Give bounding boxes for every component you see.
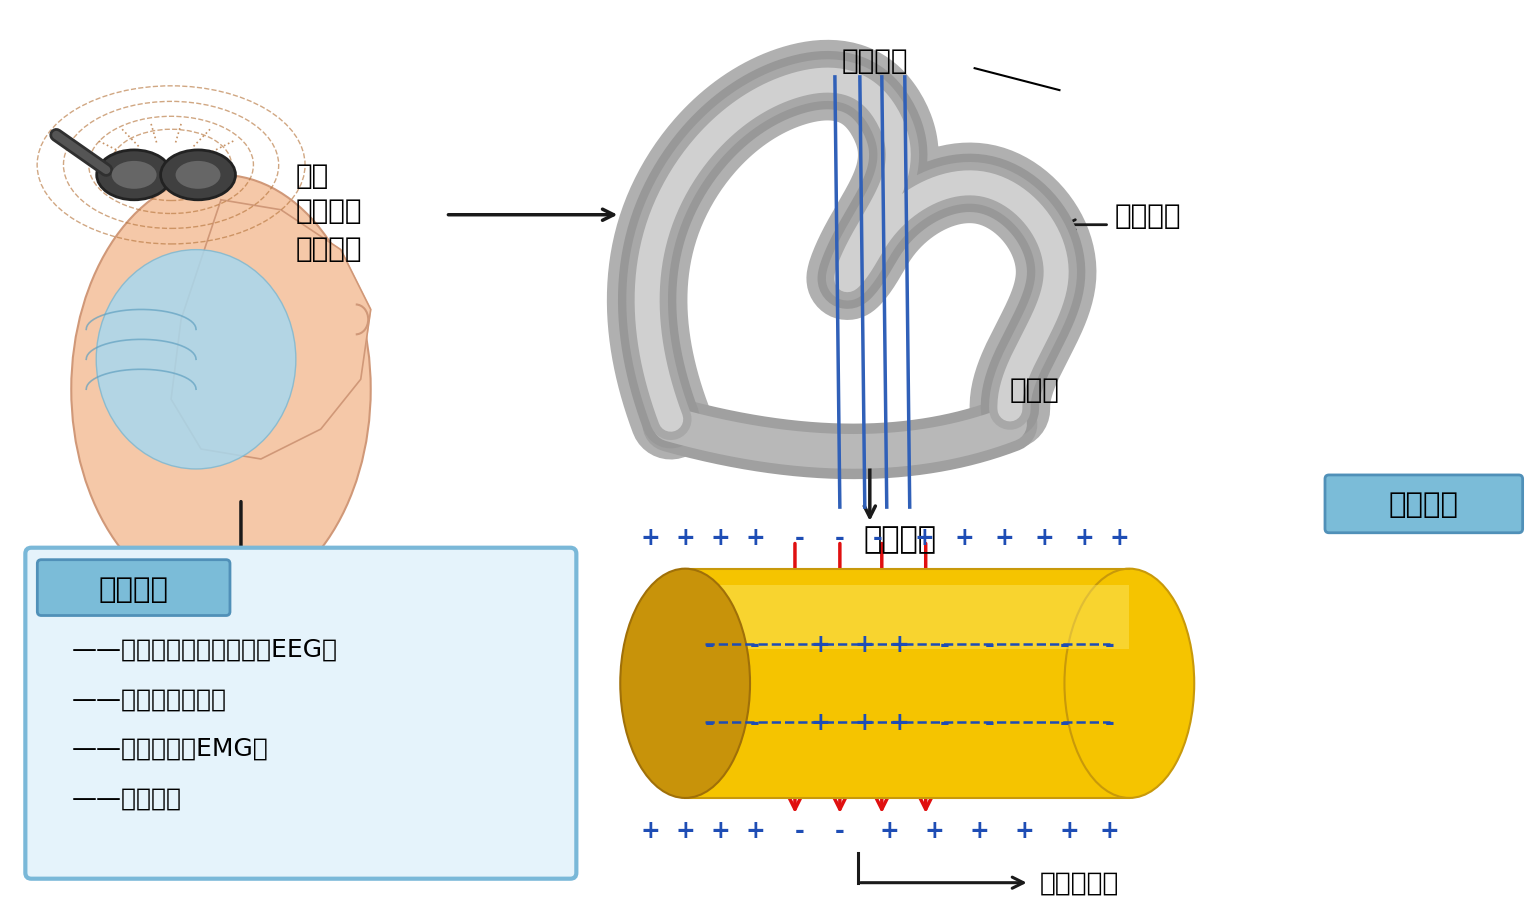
Text: -: - <box>751 711 760 734</box>
Polygon shape <box>196 579 230 619</box>
FancyBboxPatch shape <box>37 560 230 616</box>
Text: +: + <box>955 525 975 549</box>
Text: 宏观反应: 宏观反应 <box>98 575 169 603</box>
Bar <box>685 585 1130 650</box>
Text: +: + <box>924 818 944 842</box>
Text: +: + <box>640 818 660 842</box>
Text: +: + <box>675 525 695 549</box>
Polygon shape <box>170 200 371 459</box>
Text: +: + <box>890 632 910 657</box>
Text: +: + <box>744 818 764 842</box>
Text: -: - <box>985 711 995 734</box>
Text: -: - <box>705 632 715 657</box>
Text: ——血流及代谢改变: ——血流及代谢改变 <box>71 687 226 711</box>
Text: +: + <box>855 711 875 734</box>
Text: +: + <box>640 525 660 549</box>
Ellipse shape <box>112 162 157 189</box>
Ellipse shape <box>620 569 751 798</box>
Text: 感应电流: 感应电流 <box>1114 201 1180 230</box>
Text: +: + <box>711 525 731 549</box>
Text: -: - <box>939 711 950 734</box>
Text: +: + <box>855 632 875 657</box>
Text: +: + <box>1110 525 1130 549</box>
Text: 局部去极化: 局部去极化 <box>1039 870 1119 896</box>
Text: +: + <box>1035 525 1055 549</box>
Ellipse shape <box>71 176 371 604</box>
Text: -: - <box>1105 632 1114 657</box>
Ellipse shape <box>97 251 296 469</box>
Text: +: + <box>675 818 695 842</box>
Text: ——肌肉抽动（EMG）: ——肌肉抽动（EMG） <box>71 736 269 761</box>
Text: -: - <box>939 632 950 657</box>
Text: 锥体束: 锥体束 <box>1010 376 1059 404</box>
Ellipse shape <box>1064 569 1194 798</box>
Text: 磁场: 磁场 <box>296 161 328 189</box>
Text: +: + <box>744 525 764 549</box>
Text: 感应电流: 感应电流 <box>296 234 362 262</box>
Text: 微观反应: 微观反应 <box>1389 490 1458 518</box>
Text: +: + <box>1059 818 1079 842</box>
Text: +: + <box>1015 818 1035 842</box>
Text: +: + <box>810 711 830 734</box>
Text: +: + <box>1074 525 1094 549</box>
Text: -: - <box>705 711 715 734</box>
Text: 中央前回: 中央前回 <box>841 47 909 75</box>
Ellipse shape <box>161 150 235 200</box>
Text: -: - <box>1059 711 1070 734</box>
Text: -: - <box>873 525 883 549</box>
Text: -: - <box>795 818 804 842</box>
Ellipse shape <box>175 162 221 189</box>
Text: -: - <box>751 632 760 657</box>
Text: +: + <box>915 525 935 549</box>
Text: -: - <box>835 818 844 842</box>
Text: -: - <box>795 525 804 549</box>
Text: +: + <box>1099 818 1119 842</box>
Text: 线圈电流: 线圈电流 <box>296 197 362 224</box>
Text: -: - <box>835 525 844 549</box>
Text: -: - <box>1059 632 1070 657</box>
FancyBboxPatch shape <box>26 548 576 879</box>
Text: 感应电流: 感应电流 <box>863 525 936 554</box>
Text: +: + <box>995 525 1015 549</box>
Text: +: + <box>880 818 900 842</box>
Text: -: - <box>985 632 995 657</box>
Ellipse shape <box>97 150 172 200</box>
Text: +: + <box>890 711 910 734</box>
Bar <box>685 569 1130 798</box>
Text: +: + <box>711 818 731 842</box>
Text: ——神经活动改变（脑电图EEG）: ——神经活动改变（脑电图EEG） <box>71 637 338 660</box>
Text: -: - <box>1105 711 1114 734</box>
Text: +: + <box>810 632 830 657</box>
Text: +: + <box>970 818 990 842</box>
Text: ——行为改变: ——行为改变 <box>71 786 181 810</box>
FancyBboxPatch shape <box>1325 476 1523 533</box>
